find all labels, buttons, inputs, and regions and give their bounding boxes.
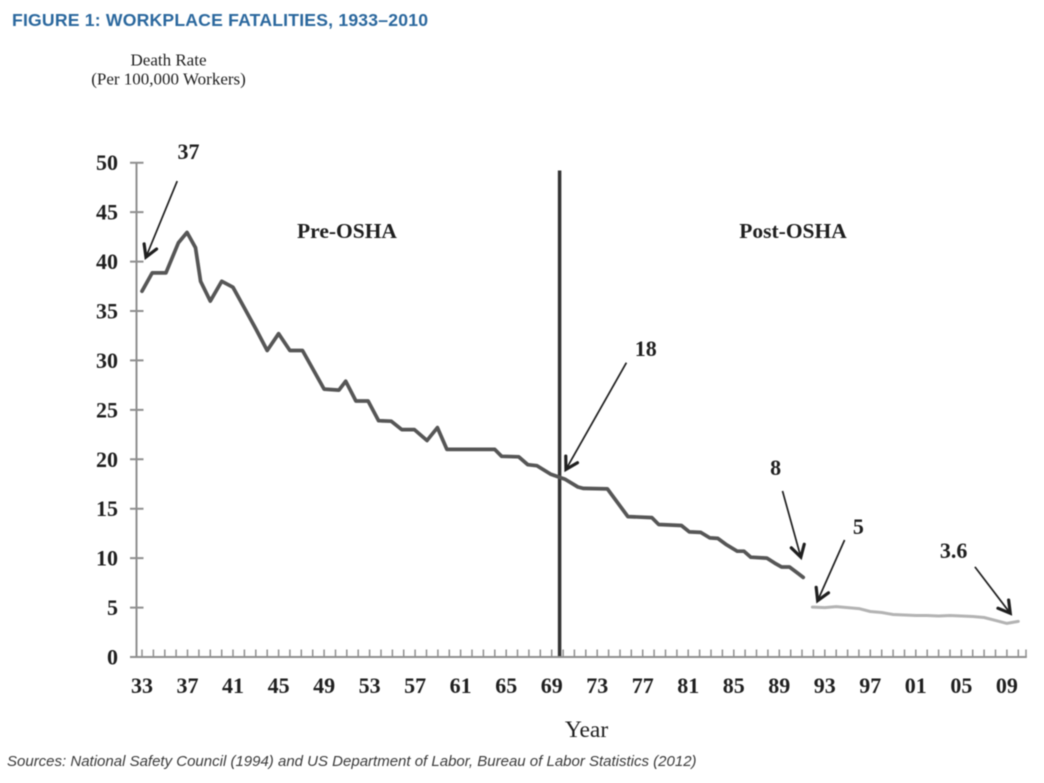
- svg-text:81: 81: [677, 673, 699, 698]
- svg-text:5: 5: [107, 595, 118, 620]
- svg-text:Death Rate: Death Rate: [131, 51, 207, 70]
- svg-text:30: 30: [96, 348, 118, 373]
- svg-text:0: 0: [107, 645, 118, 670]
- svg-text:Post-OSHA: Post-OSHA: [739, 219, 847, 243]
- svg-text:8: 8: [770, 455, 781, 480]
- svg-text:Year: Year: [565, 717, 608, 743]
- svg-text:33: 33: [131, 673, 153, 698]
- svg-text:93: 93: [814, 673, 836, 698]
- svg-text:Pre-OSHA: Pre-OSHA: [297, 219, 397, 243]
- svg-text:25: 25: [96, 397, 118, 422]
- svg-text:50: 50: [96, 150, 118, 175]
- svg-text:77: 77: [632, 673, 654, 698]
- svg-text:49: 49: [313, 673, 335, 698]
- svg-text:35: 35: [96, 299, 118, 324]
- svg-text:FIGURE 1: WORKPLACE FATALITIES: FIGURE 1: WORKPLACE FATALITIES, 1933–201…: [12, 10, 428, 30]
- svg-text:10: 10: [96, 546, 118, 571]
- svg-text:37: 37: [177, 673, 199, 698]
- svg-text:57: 57: [404, 673, 426, 698]
- svg-text:5: 5: [853, 514, 864, 539]
- svg-text:41: 41: [222, 673, 244, 698]
- svg-text:45: 45: [96, 200, 118, 225]
- svg-text:89: 89: [768, 673, 790, 698]
- svg-text:15: 15: [96, 496, 118, 521]
- svg-text:73: 73: [586, 673, 608, 698]
- svg-text:40: 40: [96, 249, 118, 274]
- svg-text:18: 18: [635, 336, 657, 361]
- svg-text:05: 05: [950, 673, 972, 698]
- svg-text:97: 97: [859, 673, 881, 698]
- svg-text:69: 69: [541, 673, 563, 698]
- svg-text:Sources: National Safety Counc: Sources: National Safety Council (1994) …: [7, 753, 697, 770]
- svg-text:37: 37: [178, 139, 200, 164]
- svg-text:53: 53: [359, 673, 381, 698]
- svg-text:61: 61: [450, 673, 472, 698]
- svg-text:85: 85: [723, 673, 745, 698]
- svg-text:65: 65: [495, 673, 517, 698]
- svg-text:01: 01: [905, 673, 927, 698]
- svg-text:45: 45: [268, 673, 290, 698]
- svg-text:09: 09: [996, 673, 1018, 698]
- svg-text:(Per 100,000 Workers): (Per 100,000 Workers): [91, 70, 246, 89]
- svg-text:3.6: 3.6: [940, 538, 968, 563]
- svg-text:20: 20: [96, 447, 118, 472]
